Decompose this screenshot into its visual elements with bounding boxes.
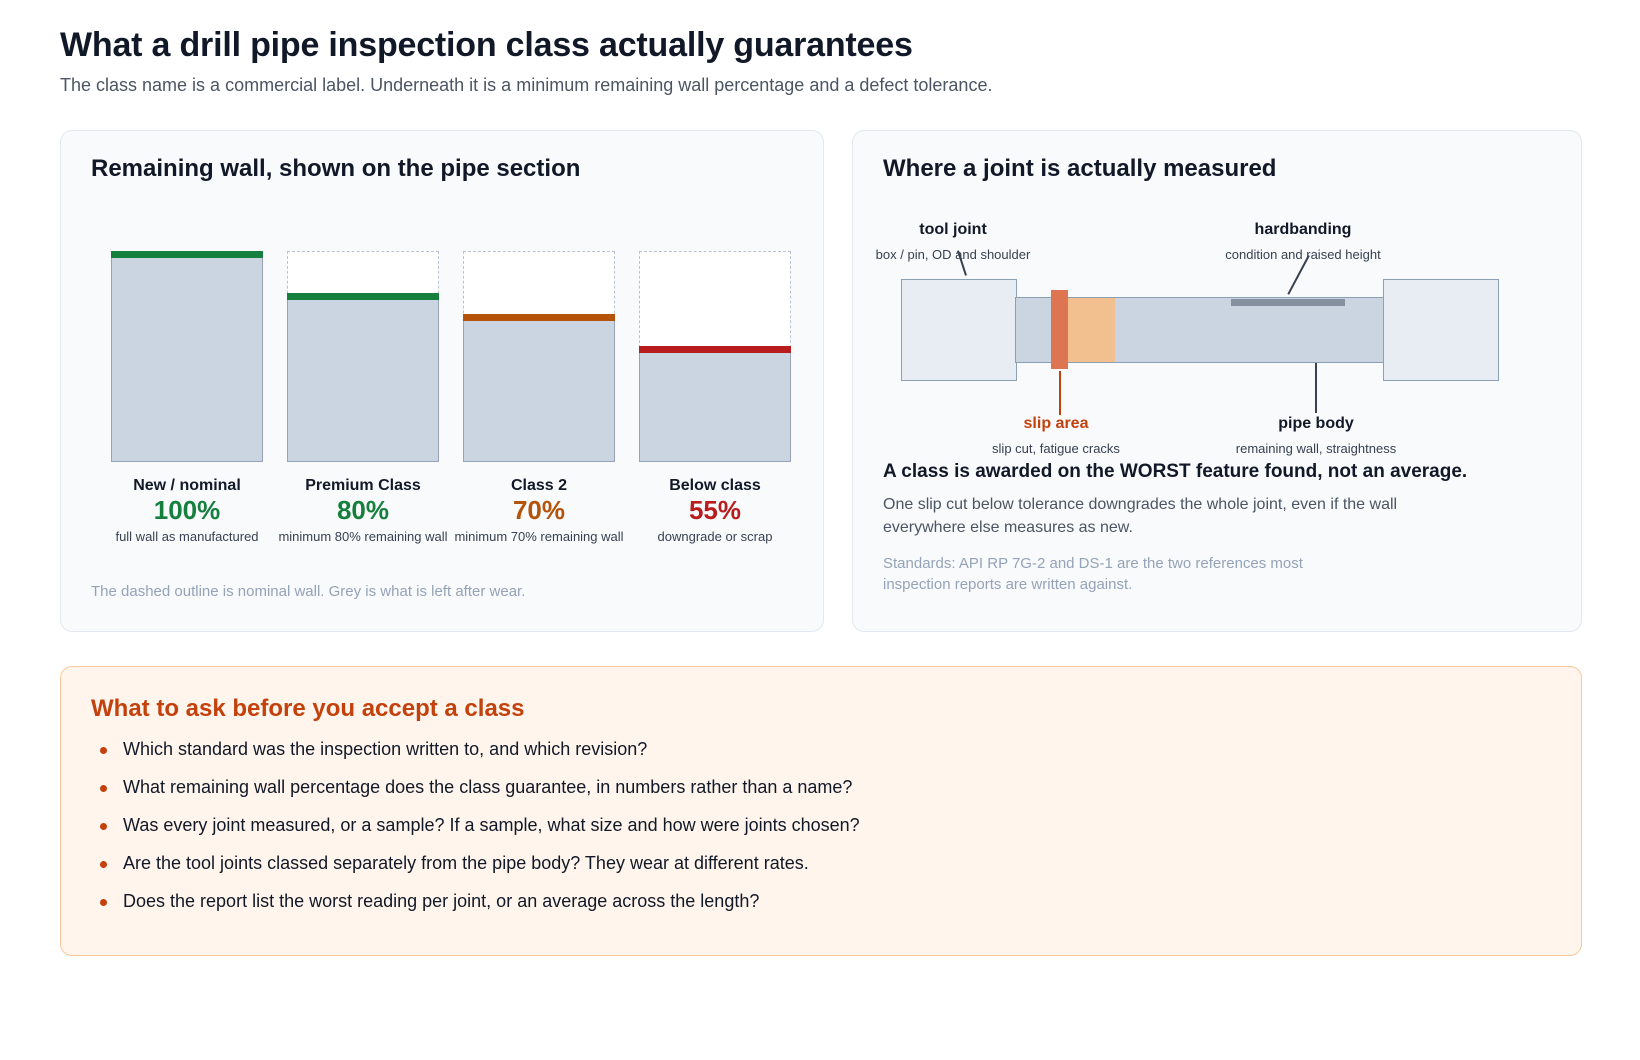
tool-joint-box <box>901 279 1017 381</box>
wall-level-marker <box>463 314 615 321</box>
joint-measurement-title: Where a joint is actually measured <box>883 155 1277 182</box>
class-percent: 100% <box>153 495 221 525</box>
pipe-body-sublabel: remaining wall, straightness <box>1235 441 1397 456</box>
hardbanding-sublabel: condition and raised height <box>1225 247 1381 262</box>
remaining-wall-bar <box>463 314 615 462</box>
class-percent: 80% <box>336 495 390 525</box>
wall-level-marker <box>111 251 263 258</box>
hardbanding-label: hardbanding <box>1254 221 1352 238</box>
list-item-text: Does the report list the worst reading p… <box>123 891 760 911</box>
worst-feature-heading: A class is awarded on the WORST feature … <box>883 461 1468 482</box>
wall-level-marker <box>287 293 439 300</box>
list-item: Was every joint measured, or a sample? I… <box>91 809 860 847</box>
tool-joint-pin <box>1383 279 1499 381</box>
class-description: minimum 70% remaining wall <box>454 529 624 544</box>
remaining-wall-bar <box>287 293 439 462</box>
ask-title: What to ask before you accept a class <box>91 695 525 722</box>
pipe-body-leader <box>1315 363 1317 413</box>
bullet-icon <box>100 785 107 792</box>
list-item-text: Which standard was the inspection writte… <box>123 739 648 759</box>
remaining-wall-card: Remaining wall, shown on the pipe sectio… <box>60 130 824 632</box>
class-description: minimum 80% remaining wall <box>278 529 448 544</box>
wall-level-marker <box>639 346 791 353</box>
class-description: full wall as manufactured <box>115 529 259 544</box>
ask-before-accept-card: What to ask before you accept a class Wh… <box>60 666 1582 956</box>
class-description: downgrade or scrap <box>657 529 773 544</box>
slip-area-sublabel: slip cut, fatigue cracks <box>992 441 1120 456</box>
list-item: What remaining wall percentage does the … <box>91 771 860 809</box>
wall-footnote: The dashed outline is nominal wall. Grey… <box>91 583 526 600</box>
remaining-wall-title: Remaining wall, shown on the pipe sectio… <box>91 155 581 182</box>
standards-note: Standards: API RP 7G-2 and DS-1 are the … <box>883 555 1303 593</box>
list-item: Does the report list the worst reading p… <box>91 885 860 923</box>
remaining-wall-bar <box>639 346 791 462</box>
slip-cut-mark <box>1051 290 1068 369</box>
worst-feature-body: One slip cut below tolerance downgrades … <box>883 496 1398 536</box>
joint-measurement-card: Where a joint is actually measured tool … <box>852 130 1582 632</box>
bullet-icon <box>100 861 107 868</box>
slip-area-label: slip area <box>1023 415 1089 432</box>
list-item: Are the tool joints classed separately f… <box>91 847 860 885</box>
class-name: Premium Class <box>305 477 421 494</box>
tool-joint-sublabel: box / pin, OD and shoulder <box>875 247 1031 262</box>
bullet-icon <box>100 899 107 906</box>
bullet-icon <box>100 747 107 754</box>
class-name: Class 2 <box>510 477 568 494</box>
list-item: Which standard was the inspection writte… <box>91 733 860 771</box>
tool-joint-label: tool joint <box>919 221 987 238</box>
class-percent: 70% <box>512 495 566 525</box>
list-item-text: Are the tool joints classed separately f… <box>123 853 809 873</box>
list-item-text: Was every joint measured, or a sample? I… <box>123 815 860 835</box>
page-title: What a drill pipe inspection class actua… <box>60 26 913 64</box>
class-percent: 55% <box>688 495 742 525</box>
class-name: Below class <box>669 477 761 494</box>
pipe-body-label: pipe body <box>1278 415 1354 432</box>
slip-area-leader <box>1059 371 1061 415</box>
remaining-wall-bar <box>111 251 263 462</box>
page-subtitle: The class name is a commercial label. Un… <box>60 75 993 95</box>
hardbanding-strip <box>1231 299 1345 306</box>
ask-list: Which standard was the inspection writte… <box>91 733 860 923</box>
list-item-text: What remaining wall percentage does the … <box>123 777 853 797</box>
class-name: New / nominal <box>133 477 241 494</box>
bullet-icon <box>100 823 107 830</box>
